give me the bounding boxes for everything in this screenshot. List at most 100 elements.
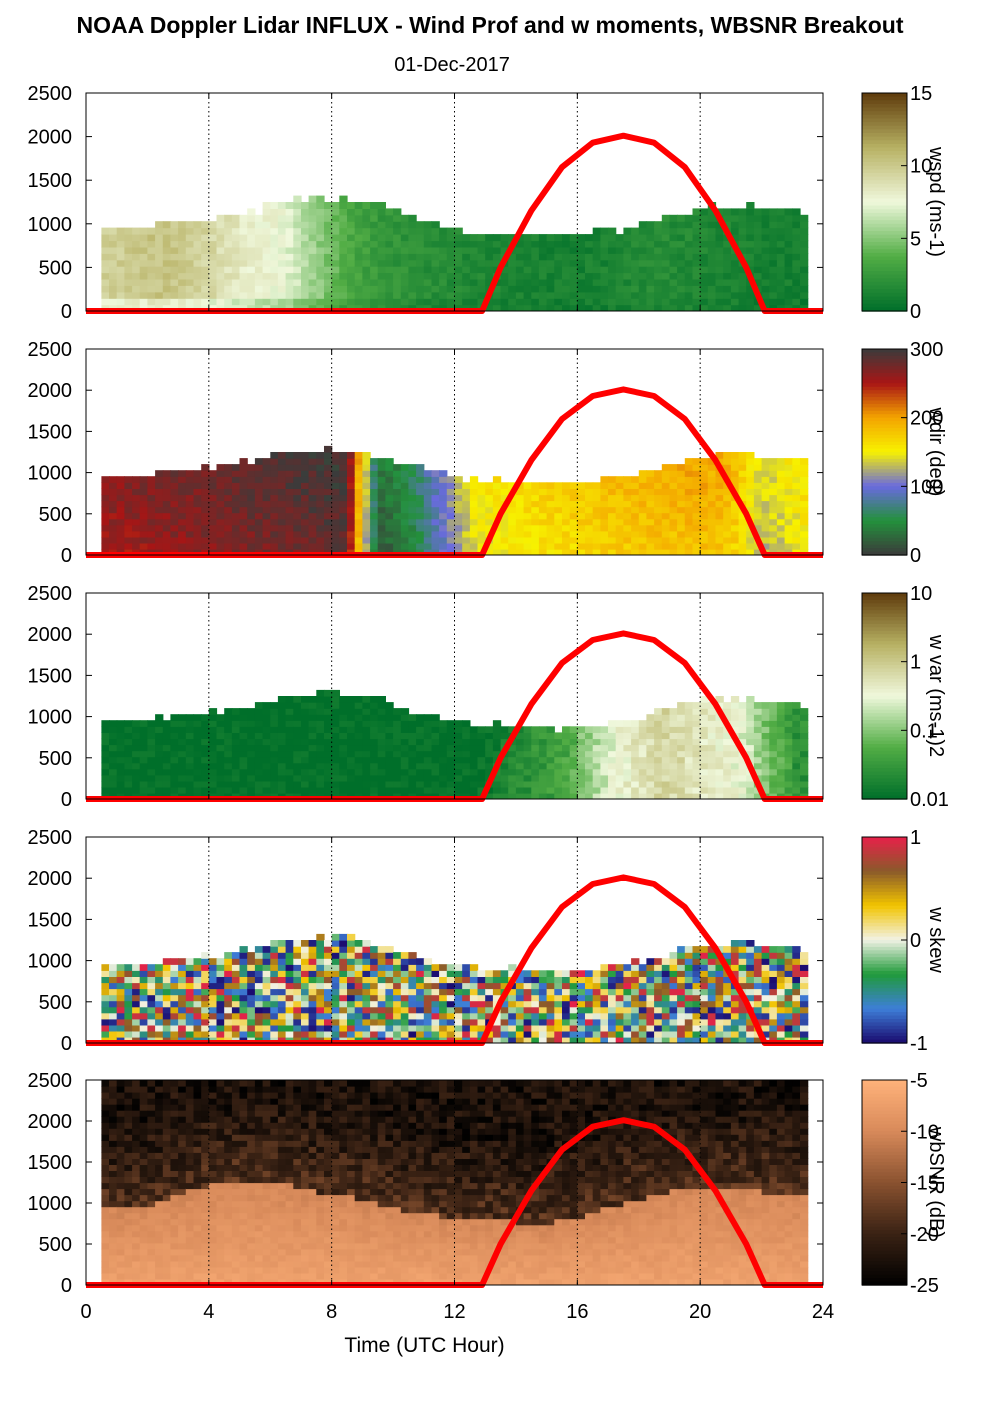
heatmap-cell: [270, 762, 279, 770]
heatmap-cell: [308, 227, 317, 235]
heatmap-cell: [262, 762, 271, 770]
heatmap-cell: [585, 482, 594, 489]
heatmap-cell: [139, 298, 148, 306]
colorbar-band: [862, 393, 907, 398]
heatmap-cell: [654, 750, 663, 758]
heatmap-cell: [162, 234, 172, 242]
heatmap-cell: [492, 500, 502, 508]
heatmap-cell: [132, 1036, 141, 1043]
heatmap-cell: [370, 1030, 379, 1038]
heatmap-cell: [454, 768, 463, 776]
heatmap-cell: [147, 1030, 156, 1038]
heatmap-cell: [769, 458, 778, 465]
heatmap-cell: [416, 732, 425, 740]
heatmap-cell: [654, 708, 663, 715]
heatmap-cell: [408, 726, 417, 733]
heatmap-cell: [231, 792, 241, 799]
heatmap-cell: [308, 1024, 317, 1032]
heatmap-cell: [231, 744, 241, 752]
heatmap-cell: [155, 506, 164, 514]
heatmap-cell: [684, 744, 694, 752]
heatmap-cell: [101, 291, 110, 299]
heatmap-cell: [247, 291, 256, 299]
heatmap-cell: [324, 732, 333, 740]
heatmap-cell: [546, 291, 555, 299]
heatmap-cell: [646, 530, 655, 538]
heatmap-cell: [792, 214, 801, 222]
heatmap-cell: [769, 738, 778, 746]
heatmap-cell: [109, 780, 118, 788]
heatmap-cell: [454, 542, 463, 550]
heatmap-cell: [155, 1024, 164, 1032]
heatmap-cell: [324, 234, 333, 242]
heatmap-cell: [185, 780, 195, 788]
heatmap-cell: [132, 259, 141, 267]
heatmap-cell: [784, 266, 793, 274]
heatmap-cell: [646, 488, 655, 496]
heatmap-cell: [600, 227, 609, 235]
heatmap-cell: [408, 714, 417, 721]
heatmap-cell: [147, 780, 156, 788]
heatmap-cell: [324, 756, 333, 764]
heatmap-cell: [301, 208, 310, 216]
heatmap-cell: [231, 720, 241, 727]
heatmap-cell: [769, 536, 778, 544]
heatmap-cell: [715, 234, 724, 242]
heatmap-cell: [201, 506, 210, 514]
heatmap-cell: [423, 227, 433, 235]
heatmap-cell: [262, 1006, 271, 1014]
colorbar-band: [862, 661, 907, 666]
heatmap-cell: [585, 500, 594, 508]
heatmap-cell: [638, 768, 648, 776]
heatmap-cell: [776, 756, 786, 764]
heatmap-cell: [492, 738, 502, 746]
heatmap-cell: [500, 524, 509, 532]
heatmap-cell: [546, 259, 555, 267]
heatmap-cell: [661, 253, 671, 261]
heatmap-cell: [462, 253, 471, 261]
heatmap-cell: [523, 253, 532, 261]
heatmap-cell: [162, 786, 172, 794]
heatmap-cell: [654, 291, 663, 299]
heatmap-cell: [101, 227, 110, 235]
heatmap-cell: [515, 530, 525, 538]
heatmap-cell: [162, 738, 172, 746]
heatmap-cell: [132, 234, 141, 242]
heatmap-cell: [362, 952, 371, 959]
heatmap-cell: [377, 518, 386, 526]
heatmap-cell: [324, 494, 333, 502]
heatmap-cell: [661, 726, 671, 733]
heatmap-cell: [170, 714, 179, 721]
heatmap-cell: [431, 298, 440, 306]
heatmap-cell: [208, 744, 218, 752]
heatmap-cell: [216, 214, 225, 222]
heatmap-cell: [231, 958, 241, 965]
heatmap-cell: [270, 768, 279, 776]
heatmap-cell: [370, 542, 379, 550]
heatmap-cell: [700, 720, 709, 727]
heatmap-cell: [546, 234, 555, 242]
heatmap-cell: [562, 291, 571, 299]
heatmap-cell: [523, 518, 532, 526]
heatmap-cell: [224, 548, 233, 555]
heatmap-cell: [178, 227, 187, 235]
heatmap-cell: [324, 952, 333, 959]
heatmap-cell: [792, 792, 801, 799]
heatmap-cell: [776, 214, 786, 222]
heatmap-cell: [116, 732, 125, 740]
heatmap-cell: [677, 732, 686, 740]
heatmap-cell: [178, 304, 187, 311]
heatmap-cell: [723, 702, 732, 709]
heatmap-cell: [554, 768, 563, 776]
heatmap-cell: [562, 756, 571, 764]
heatmap-cell: [393, 234, 402, 242]
heatmap-cell: [308, 988, 317, 996]
heatmap-cell: [385, 982, 394, 990]
heatmap-cell: [132, 278, 141, 286]
heatmap-cell: [324, 946, 333, 953]
heatmap-cell: [715, 696, 724, 703]
heatmap-cell: [208, 1018, 218, 1026]
heatmap-cell: [554, 266, 563, 274]
heatmap-cell: [139, 253, 148, 261]
